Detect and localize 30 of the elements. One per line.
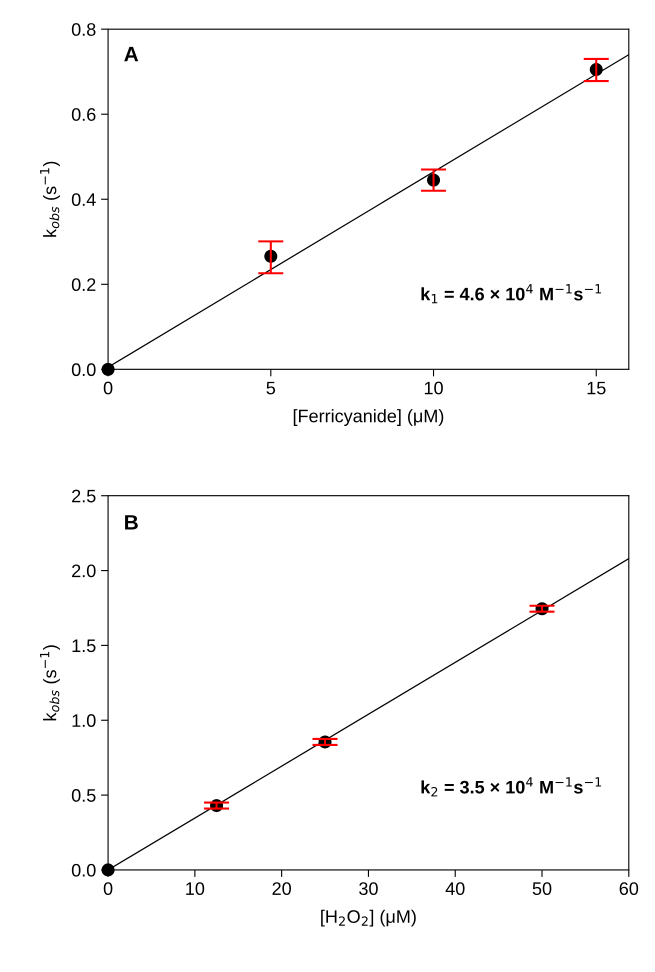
x-tick-label: 5 — [266, 382, 276, 394]
y-tick-label: 2.5 — [72, 490, 96, 502]
y-tick-label: 0.5 — [72, 789, 96, 802]
x-tick-label: 0 — [104, 882, 112, 896]
y-tick-label: 2.0 — [72, 564, 96, 578]
annotation: k$_{2}$ = 3.5 × 10$^{4}$ M$^{−1}$s$^{−1}$ — [421, 777, 602, 796]
annotation: B — [125, 515, 138, 530]
y-tick-label: 1.5 — [72, 640, 96, 652]
x-tick-label: 0 — [104, 382, 112, 394]
y-axis-title: k$_{obs}$ (s$^{−1}$) — [40, 162, 60, 237]
y-tick-label: 0.2 — [72, 278, 96, 292]
x-tick-label: 40 — [446, 882, 465, 896]
annotation: A — [124, 46, 138, 62]
x-tick-label: 60 — [620, 882, 638, 896]
x-tick-label: 30 — [359, 882, 378, 896]
annotation: k$_{1}$ = 4.6 × 10$^{4}$ M$^{−1}$s$^{−1}$ — [421, 284, 602, 304]
x-tick-label: 20 — [272, 882, 291, 896]
y-tick-label: 0.6 — [72, 108, 96, 121]
x-axis-title: [H$_{2}$O$_{2}$] (μM) — [321, 910, 416, 927]
x-tick-label: 15 — [588, 382, 606, 394]
x-axis-title: [Ferricyanide] (μM) — [294, 409, 444, 426]
x-tick-label: 10 — [186, 882, 204, 896]
y-tick-label: 1.0 — [72, 714, 96, 727]
x-tick-label: 50 — [532, 882, 552, 896]
y-tick-label: 0.4 — [72, 193, 96, 206]
y-tick-label: 0.0 — [72, 864, 96, 877]
x-tick-label: 10 — [424, 382, 443, 394]
y-axis-title: k$_{obs}$ (s$^{−1}$) — [40, 645, 60, 720]
y-tick-label: 0.8 — [72, 23, 96, 36]
y-tick-label: 0.0 — [72, 363, 96, 376]
